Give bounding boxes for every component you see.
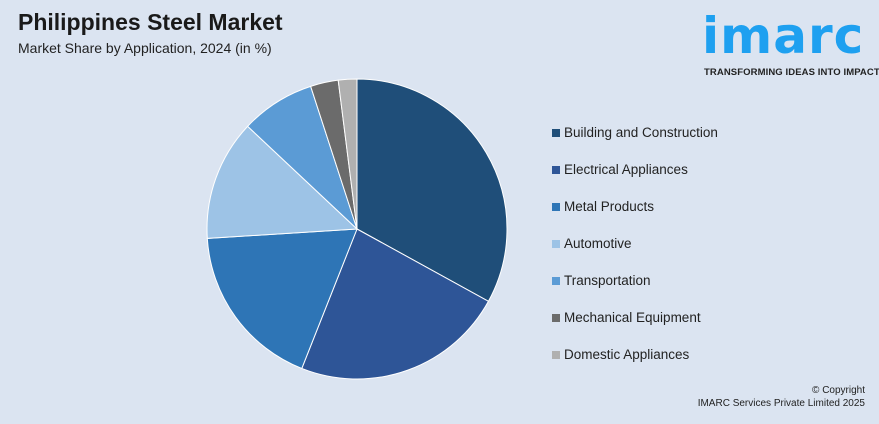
pie-slice-building-and-construction: [356, 78, 508, 302]
legend-item-transportation: Transportation: [552, 262, 718, 299]
imarc-logo: imarc TRANSFORMING IDEAS INTO IMPACT: [700, 4, 879, 84]
legend-swatch: [552, 276, 560, 285]
copyright-line-1: © Copyright: [812, 385, 865, 396]
copyright: © Copyright IMARC Services Private Limit…: [698, 384, 865, 410]
legend-item-electrical-appliances: Electrical Appliances: [552, 151, 718, 188]
legend-item-metal-products: Metal Products: [552, 188, 718, 225]
logo-tagline: TRANSFORMING IDEAS INTO IMPACT: [704, 67, 879, 78]
legend-item-domestic-appliances: Domestic Appliances: [552, 336, 718, 373]
copyright-line-2: IMARC Services Private Limited 2025: [697, 398, 865, 409]
legend-swatch: [552, 202, 560, 211]
legend-item-mechanical-equipment: Mechanical Equipment: [552, 299, 718, 336]
legend-item-building-and-construction: Building and Construction: [552, 114, 718, 151]
legend-label: Transportation: [564, 272, 651, 288]
legend-label: Automotive: [564, 235, 632, 251]
legend-label: Building and Construction: [564, 124, 718, 140]
legend-swatch: [552, 165, 560, 174]
legend-swatch: [552, 350, 560, 359]
legend-swatch: [552, 239, 560, 248]
legend-label: Electrical Appliances: [564, 161, 688, 177]
legend: Building and Construction Electrical Appl…: [552, 114, 718, 373]
pie-slice-electrical-appliances: [301, 228, 490, 380]
chart-subtitle: Market Share by Application, 2024 (in %): [18, 40, 272, 56]
legend-label: Metal Products: [564, 198, 655, 214]
pie-slice-automotive: [206, 125, 359, 239]
chart-title: Philippines Steel Market: [18, 9, 283, 35]
logo-wordmark: imarc: [702, 7, 865, 65]
legend-item-automotive: Automotive: [552, 225, 718, 262]
pie-slice-metal-products: [206, 228, 358, 370]
legend-swatch: [552, 128, 560, 137]
pie-slice-domestic-appliances: [337, 78, 358, 230]
legend-label: Mechanical Equipment: [564, 309, 701, 325]
legend-swatch: [552, 313, 560, 322]
legend-label: Domestic Appliances: [564, 346, 690, 362]
